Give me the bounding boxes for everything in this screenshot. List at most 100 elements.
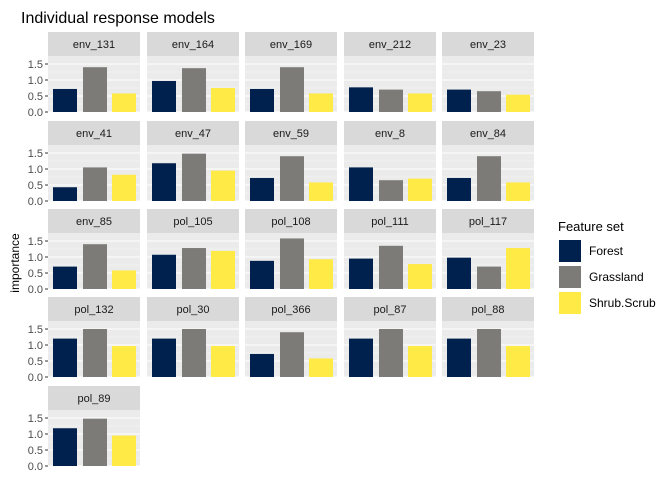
- facet-strip-label: pol_111: [371, 216, 409, 228]
- facet-strip-label: pol_366: [271, 304, 310, 316]
- facet-strip-label: env_59: [273, 128, 309, 140]
- bar-forest: [53, 428, 77, 466]
- y-tick-label: 1.0: [28, 429, 43, 441]
- facet-panel: env_212: [344, 32, 436, 113]
- facet-panel: pol_88: [442, 297, 534, 378]
- bar-forest: [447, 338, 471, 377]
- legend: Feature set Forest Grassland Shrub.Scrub: [558, 219, 656, 314]
- facet-strip-label: env_47: [175, 128, 211, 140]
- bar-grassland: [182, 153, 206, 201]
- y-tick-label: 0.0: [28, 107, 43, 119]
- y-tick-label: 1.0: [28, 252, 43, 264]
- bar-shrub-scrub: [309, 358, 333, 377]
- facet-strip-label: pol_87: [373, 304, 406, 316]
- legend-swatch: [559, 266, 581, 288]
- facet-strip: [147, 297, 239, 321]
- facet-strip: [344, 121, 436, 145]
- bar-shrub-scrub: [309, 182, 333, 201]
- y-tick-label: 1.5: [28, 324, 43, 336]
- bar-shrub-scrub: [506, 94, 530, 112]
- bar-forest: [250, 88, 274, 112]
- bar-forest: [447, 257, 471, 289]
- bar-shrub-scrub: [211, 345, 235, 377]
- facet-strip: [442, 297, 534, 321]
- facet-strip-label: env_85: [76, 216, 112, 228]
- bar-shrub-scrub: [506, 248, 530, 289]
- y-tick-label: 0.0: [28, 461, 43, 473]
- bar-forest: [349, 167, 373, 201]
- facet-panel: env_8: [344, 121, 436, 202]
- facet-strip: [344, 32, 436, 56]
- facet-panel: pol_108: [245, 209, 337, 290]
- bar-forest: [152, 163, 176, 201]
- facet-strip: [442, 121, 534, 145]
- bar-forest: [53, 187, 77, 201]
- bar-shrub-scrub: [211, 250, 235, 289]
- bar-forest: [53, 266, 77, 289]
- facet-strip-label: env_41: [76, 128, 112, 140]
- bar-forest: [152, 254, 176, 289]
- bar-grassland: [379, 89, 403, 112]
- facet-panel: env_169: [245, 32, 337, 113]
- bar-grassland: [83, 418, 107, 466]
- facet-strip: [245, 32, 337, 56]
- y-tick-label: 0.5: [28, 445, 43, 457]
- bar-forest: [349, 87, 373, 112]
- legend-swatch: [559, 240, 581, 262]
- facet-panel: pol_105: [147, 209, 239, 290]
- facet-strip: [147, 121, 239, 145]
- facet-strip-label: pol_105: [173, 216, 212, 228]
- y-tick-label: 0.5: [28, 180, 43, 192]
- y-tick-label: 0.5: [28, 91, 43, 103]
- facet-panel: env_84: [442, 121, 534, 202]
- facet-panel: pol_111: [344, 209, 436, 290]
- bar-shrub-scrub: [211, 88, 235, 112]
- bar-grassland: [83, 67, 107, 112]
- chart-title: Individual response models: [21, 10, 215, 27]
- bar-shrub-scrub: [506, 182, 530, 201]
- facet-strip: [48, 209, 140, 233]
- bar-forest: [349, 258, 373, 289]
- bar-grassland: [477, 91, 501, 112]
- bar-grassland: [379, 245, 403, 289]
- facet-strip-label: pol_132: [74, 304, 113, 316]
- bar-shrub-scrub: [112, 270, 136, 289]
- bar-forest: [447, 177, 471, 201]
- y-tick-label: 1.5: [28, 236, 43, 248]
- facet-strip: [147, 209, 239, 233]
- facet-strip: [344, 297, 436, 321]
- bar-grassland: [182, 329, 206, 377]
- facet-panel: env_47: [147, 121, 239, 202]
- bar-shrub-scrub: [408, 178, 432, 201]
- facet-panel: env_164: [147, 32, 239, 113]
- facet-panel: pol_366: [245, 297, 337, 378]
- facet-panel: pol_117: [442, 209, 534, 290]
- bar-shrub-scrub: [506, 345, 530, 377]
- bar-forest: [152, 338, 176, 377]
- bar-grassland: [83, 167, 107, 201]
- bar-forest: [447, 89, 471, 112]
- facet-strip: [442, 209, 534, 233]
- facet-panel: env_41 0.0 0.5 1.0 1.5: [28, 121, 140, 208]
- bar-shrub-scrub: [211, 170, 235, 201]
- facet-strip: [344, 209, 436, 233]
- y-tick-label: 0.5: [28, 356, 43, 368]
- y-tick-label: 0.5: [28, 268, 43, 280]
- y-tick-label: 1.0: [28, 164, 43, 176]
- facet-panel: env_59: [245, 121, 337, 202]
- y-tick-label: 1.0: [28, 75, 43, 87]
- facet-panels: env_131 0.0 0.5 1.0 1.5 env_164 env_169 env_212…: [28, 32, 534, 473]
- bar-forest: [250, 260, 274, 289]
- bar-grassland: [182, 248, 206, 289]
- facet-strip-label: pol_30: [176, 304, 209, 316]
- facet-strip: [245, 297, 337, 321]
- bar-forest: [250, 177, 274, 201]
- bar-shrub-scrub: [112, 435, 136, 466]
- facet-panel: pol_132 0.0 0.5 1.0 1.5: [28, 297, 140, 384]
- facet-strip: [245, 121, 337, 145]
- y-tick-label: 1.0: [28, 340, 43, 352]
- bar-grassland: [477, 156, 501, 201]
- legend-label: Grassland: [589, 270, 644, 284]
- facet-strip-label: env_164: [172, 39, 214, 51]
